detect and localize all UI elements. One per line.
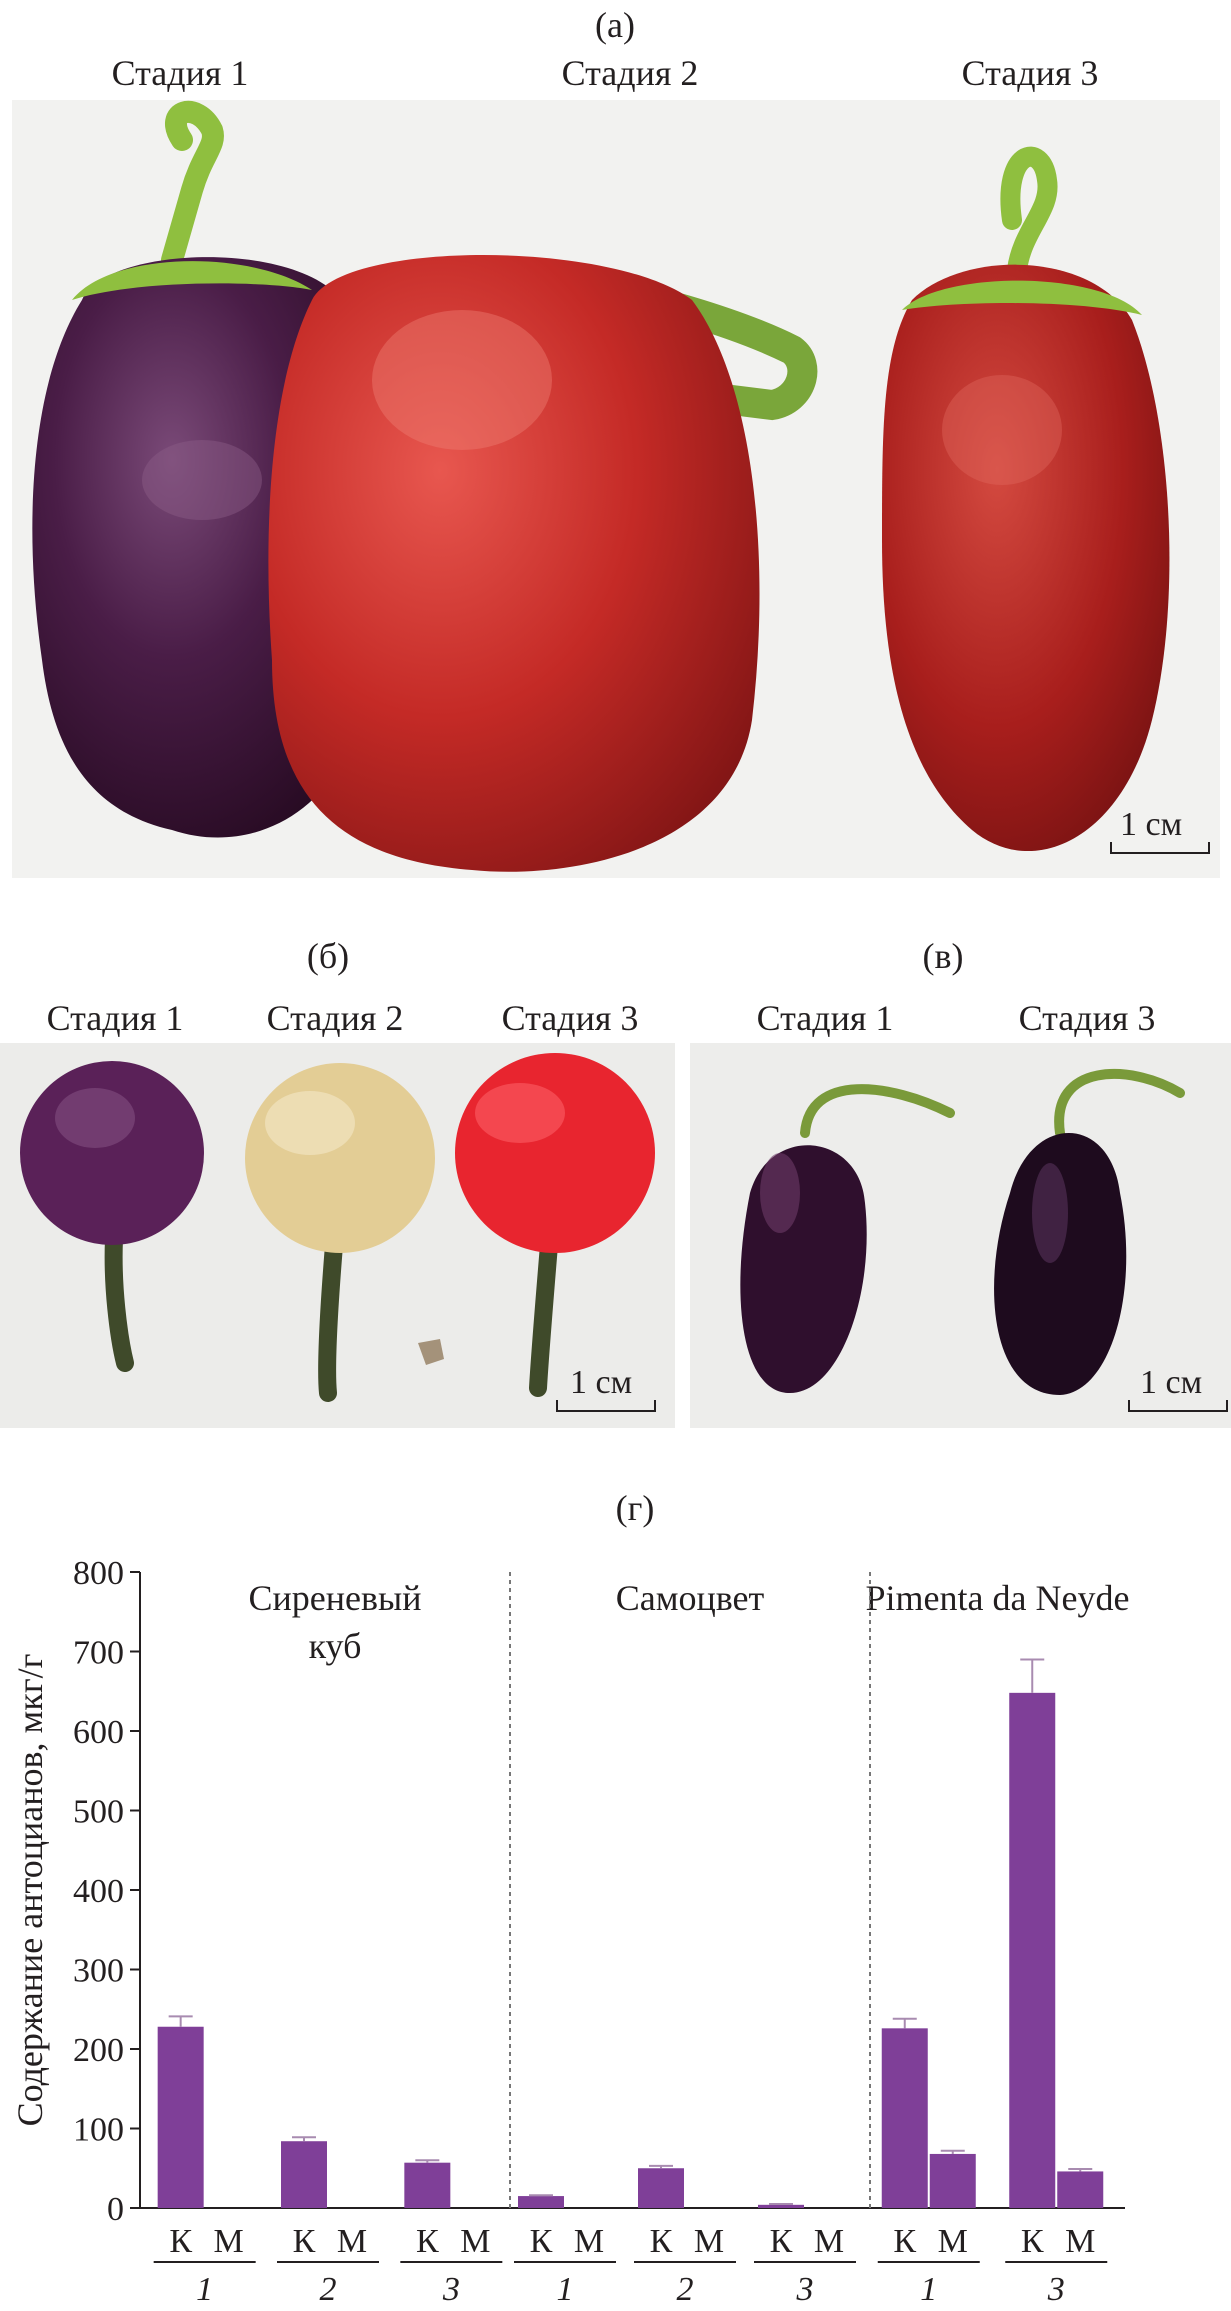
x-label-K: К — [1021, 2223, 1044, 2260]
panel-a-label: (а) — [595, 5, 635, 45]
stage-label: 1 — [196, 2271, 213, 2308]
x-label-M: М — [814, 2223, 844, 2260]
x-label-M: М — [1065, 2223, 1095, 2260]
y-axis-label: Содержание антоцианов, мкг/г — [10, 1654, 50, 2127]
panel-b-label: (б) — [306, 936, 350, 976]
x-label-M: М — [938, 2223, 968, 2260]
y-tick-label: 600 — [73, 1714, 124, 1751]
x-label-K: К — [530, 2223, 553, 2260]
bar-K — [1009, 1692, 1056, 2208]
panel-b-stage-1: Стадия 1 — [46, 998, 184, 1038]
x-label-K: К — [169, 2223, 192, 2260]
stage-label: 3 — [442, 2271, 460, 2308]
panel-b-stage-3: Стадия 3 — [501, 998, 639, 1038]
bar-M — [929, 2153, 976, 2208]
x-label-K: К — [416, 2223, 439, 2260]
panel-a-scale-label: 1 см — [1120, 806, 1183, 843]
stage-label: 3 — [796, 2271, 814, 2308]
panel-a-stage-1: Стадия 1 — [111, 53, 249, 93]
stage-label: 1 — [557, 2271, 574, 2308]
bar-K — [157, 2026, 204, 2208]
y-tick-label: 500 — [73, 1794, 124, 1831]
group-name-1: Самоцвет — [616, 1578, 765, 1618]
panel-v-scale-bar — [1128, 1400, 1228, 1412]
y-tick-label: 400 — [73, 1873, 124, 1910]
x-label-K: К — [770, 2223, 793, 2260]
panel-a-stage-2: Стадия 2 — [561, 53, 699, 93]
y-tick-label: 100 — [73, 2112, 124, 2149]
bar-K — [758, 2204, 804, 2208]
stage-label: 3 — [1047, 2271, 1065, 2308]
stage-label: 2 — [677, 2271, 694, 2308]
x-label-K: К — [293, 2223, 316, 2260]
y-tick-label: 800 — [73, 1555, 124, 1592]
panel-b-scale-label: 1 см — [570, 1364, 633, 1401]
stage-label: 1 — [920, 2271, 937, 2308]
anthocyanin-bar-chart: Содержание антоцианов, мкг/г 0 100 200 300 40… — [10, 1555, 1130, 2308]
bar-K — [281, 2141, 327, 2208]
panel-a-stage-3: Стадия 3 — [961, 53, 1099, 93]
dark-pepper-2-photo — [994, 1068, 1185, 1395]
bar-K — [518, 2196, 564, 2208]
panel-v-stage-3: Стадия 3 — [1018, 998, 1156, 1038]
red-pepper-large-photo — [268, 255, 818, 872]
y-tick-label: 700 — [73, 1635, 124, 1672]
panel-v-photo — [690, 1043, 1231, 1428]
x-label-M: М — [214, 2223, 244, 2260]
bar-M — [1057, 2171, 1104, 2208]
red-pepper-tall-photo — [882, 146, 1170, 852]
purple-round-pepper-photo — [20, 1061, 204, 1372]
x-label-K: К — [893, 2223, 916, 2260]
panel-b-stage-2: Стадия 2 — [266, 998, 404, 1038]
panel-b-photo — [0, 1043, 675, 1428]
panel-v-scale-label: 1 см — [1140, 1364, 1203, 1401]
x-label-M: М — [694, 2223, 724, 2260]
panel-g-label: (г) — [615, 1488, 655, 1528]
group-name-0: куб — [309, 1626, 362, 1666]
y-tick-label: 200 — [73, 2032, 124, 2069]
x-label-M: М — [460, 2223, 490, 2260]
bar-K — [638, 2168, 684, 2208]
panel-b-scale-bar — [556, 1400, 656, 1412]
panel-a-photo — [12, 100, 1220, 878]
x-label-M: М — [574, 2223, 604, 2260]
cream-round-pepper-photo — [245, 1063, 435, 1402]
stage-label: 2 — [320, 2271, 337, 2308]
panel-v-label: (в) — [922, 936, 964, 976]
dark-pepper-1-photo — [740, 1084, 955, 1393]
bar-K — [404, 2162, 451, 2208]
panel-v-stage-1: Стадия 1 — [756, 998, 894, 1038]
y-tick-label: 0 — [107, 2191, 124, 2228]
x-label-K: К — [650, 2223, 673, 2260]
x-label-M: М — [337, 2223, 367, 2260]
bar-K — [881, 2028, 928, 2208]
bright-red-round-pepper-photo — [455, 1053, 655, 1397]
y-tick-label: 300 — [73, 1953, 124, 1990]
panel-a-scale-bar — [1110, 842, 1210, 854]
group-name-2: Pimenta da Neyde — [866, 1578, 1130, 1618]
group-name-0: Сиреневый — [249, 1578, 422, 1618]
